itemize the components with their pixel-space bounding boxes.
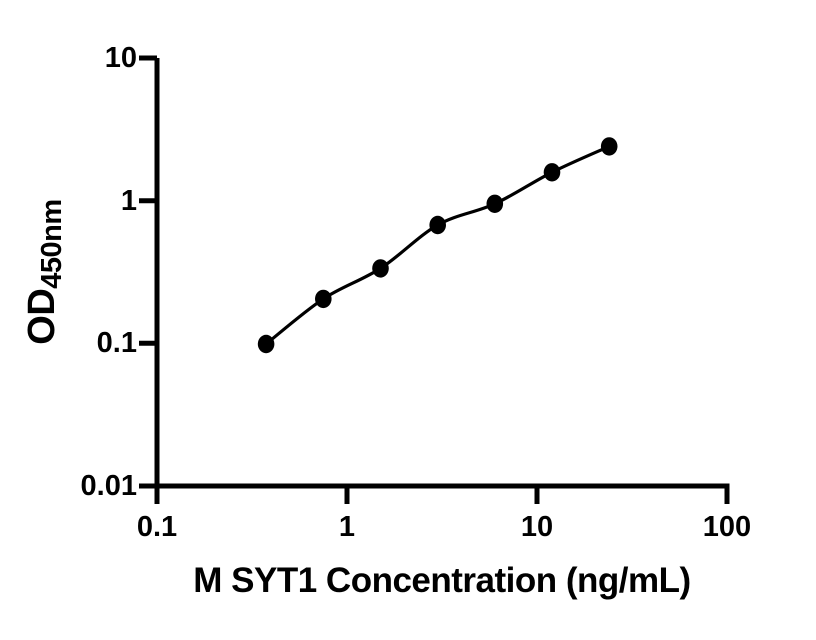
y-tick-label-0.1: 0.1	[96, 327, 137, 360]
x-tick-label-1: 1	[338, 511, 356, 543]
data-point	[600, 137, 618, 156]
y-tick-label-1: 1	[120, 184, 137, 217]
x-tick-label-0.1: 0.1	[136, 511, 178, 543]
data-point	[257, 334, 275, 354]
data-point	[372, 259, 389, 278]
data-point	[543, 163, 561, 182]
x-tick-label-10: 10	[520, 511, 554, 543]
data-point	[486, 194, 504, 213]
data-point	[315, 289, 332, 309]
y-tick-label-0.01: 0.01	[80, 470, 137, 502]
x-axis-title: M SYT1 Concentration (ng/mL)	[193, 561, 691, 600]
x-tick-label-100: 100	[702, 511, 752, 543]
y-tick-label-10: 10	[104, 42, 137, 74]
data-point	[429, 215, 447, 235]
